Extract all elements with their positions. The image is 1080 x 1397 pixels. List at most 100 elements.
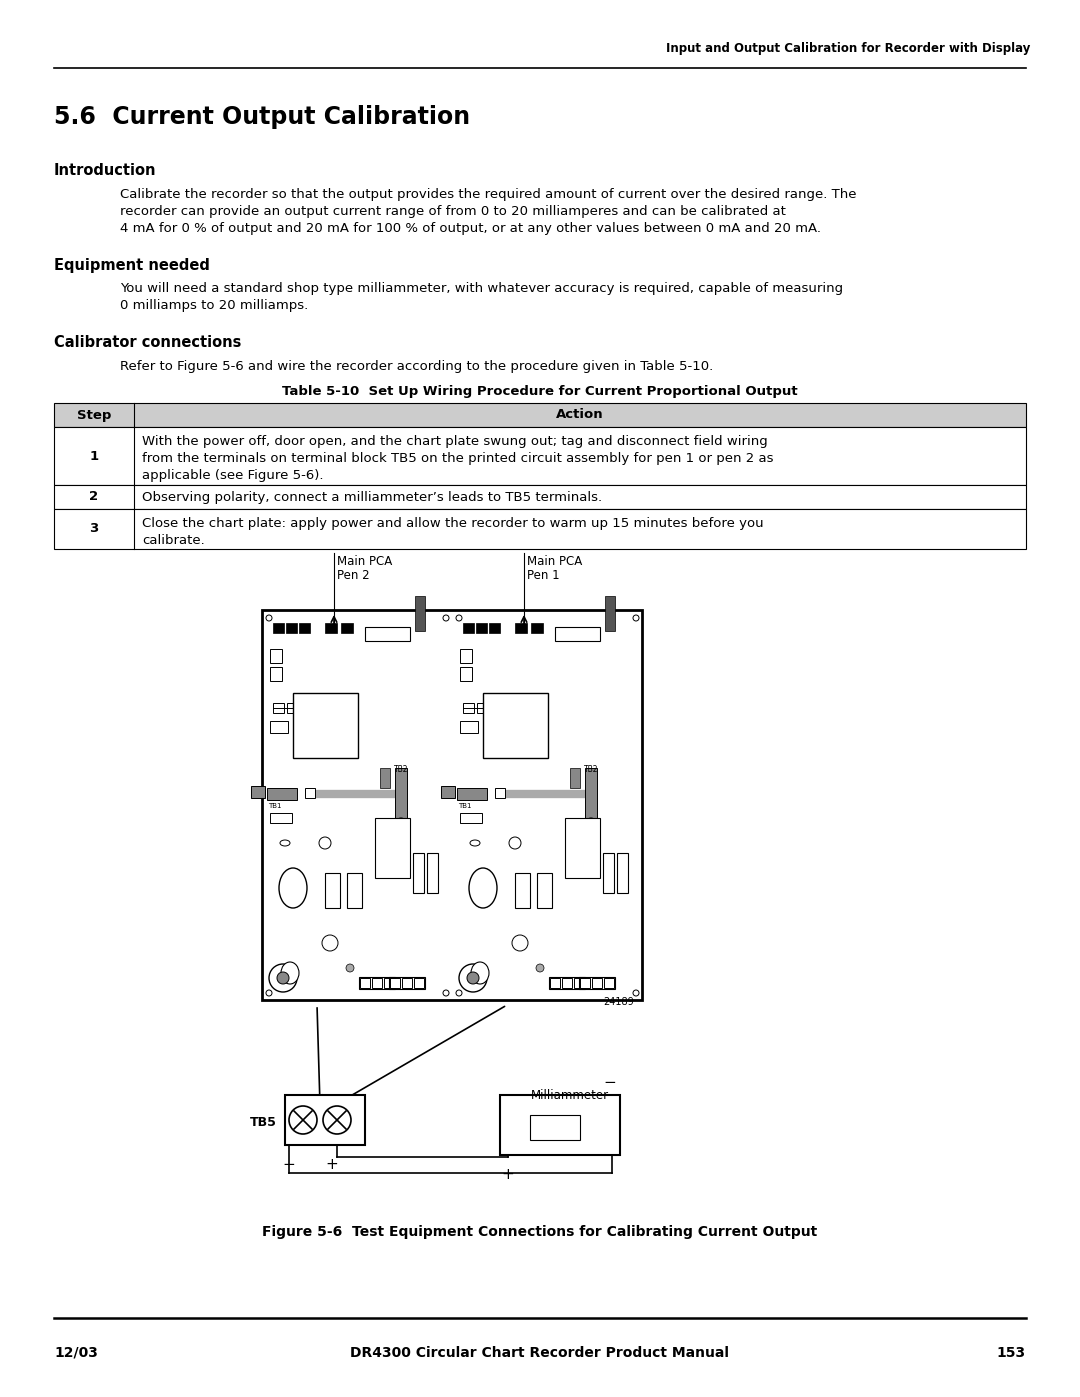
Bar bbox=[570, 768, 580, 788]
Bar bbox=[341, 623, 353, 633]
Bar bbox=[251, 787, 265, 798]
Bar bbox=[441, 787, 455, 798]
Bar bbox=[555, 627, 600, 641]
Bar bbox=[617, 854, 627, 893]
Circle shape bbox=[266, 615, 272, 622]
Text: Action: Action bbox=[556, 408, 604, 422]
Text: Equipment needed: Equipment needed bbox=[54, 258, 210, 272]
Text: Observing polarity, connect a milliammeter’s leads to TB5 terminals.: Observing polarity, connect a milliammet… bbox=[141, 490, 603, 504]
Bar bbox=[347, 873, 362, 908]
Circle shape bbox=[346, 964, 354, 972]
Bar bbox=[483, 693, 548, 759]
Ellipse shape bbox=[281, 963, 299, 983]
Text: TB1: TB1 bbox=[458, 803, 472, 809]
Bar bbox=[389, 977, 426, 989]
Bar bbox=[463, 703, 474, 712]
Bar bbox=[380, 768, 390, 788]
Text: −: − bbox=[283, 1157, 295, 1172]
Bar bbox=[384, 978, 394, 988]
Text: Close the chart plate: apply power and allow the recorder to warm up 15 minutes : Close the chart plate: apply power and a… bbox=[141, 517, 764, 529]
Ellipse shape bbox=[471, 963, 489, 983]
Bar bbox=[325, 873, 340, 908]
Bar bbox=[414, 978, 424, 988]
Bar bbox=[54, 427, 1026, 485]
Bar bbox=[476, 623, 487, 633]
Circle shape bbox=[396, 835, 406, 847]
Text: Milliammeter: Milliammeter bbox=[531, 1090, 609, 1102]
Circle shape bbox=[443, 990, 449, 996]
Text: 153: 153 bbox=[997, 1345, 1026, 1361]
Bar bbox=[273, 703, 284, 712]
Bar bbox=[604, 978, 615, 988]
Text: You will need a standard shop type milliammeter, with whatever accuracy is requi: You will need a standard shop type milli… bbox=[120, 282, 843, 295]
Text: from the terminals on terminal block TB5 on the printed circuit assembly for pen: from the terminals on terminal block TB5… bbox=[141, 453, 773, 465]
Bar bbox=[415, 597, 426, 631]
Text: Pen 1: Pen 1 bbox=[527, 569, 559, 583]
Circle shape bbox=[323, 1106, 351, 1134]
Text: 2: 2 bbox=[90, 490, 98, 503]
Bar bbox=[495, 788, 505, 798]
Text: 5.6  Current Output Calibration: 5.6 Current Output Calibration bbox=[54, 105, 470, 129]
Circle shape bbox=[322, 935, 338, 951]
Bar bbox=[301, 703, 312, 712]
Bar bbox=[402, 978, 411, 988]
Bar bbox=[273, 623, 284, 633]
Bar bbox=[372, 978, 382, 988]
Text: calibrate.: calibrate. bbox=[141, 534, 205, 548]
Text: 4 mA for 0 % of output and 20 mA for 100 % of output, or at any other values bet: 4 mA for 0 % of output and 20 mA for 100… bbox=[120, 222, 821, 235]
Circle shape bbox=[396, 819, 406, 828]
Bar bbox=[287, 703, 298, 712]
Circle shape bbox=[266, 990, 272, 996]
Text: −: − bbox=[604, 1076, 617, 1090]
Bar bbox=[500, 1095, 620, 1155]
Text: 0 milliamps to 20 milliamps.: 0 milliamps to 20 milliamps. bbox=[120, 299, 308, 312]
Bar bbox=[491, 703, 502, 712]
Bar bbox=[270, 813, 292, 823]
Bar bbox=[267, 788, 297, 800]
Bar bbox=[270, 721, 288, 733]
Circle shape bbox=[586, 835, 596, 847]
Bar bbox=[565, 819, 600, 877]
Bar bbox=[375, 819, 410, 877]
Text: 1: 1 bbox=[90, 450, 98, 462]
Bar bbox=[585, 768, 597, 828]
Bar bbox=[413, 854, 424, 893]
Bar bbox=[603, 854, 615, 893]
Bar bbox=[54, 485, 1026, 509]
Bar bbox=[477, 703, 488, 712]
Text: 24189: 24189 bbox=[604, 997, 634, 1007]
Circle shape bbox=[586, 819, 596, 828]
Ellipse shape bbox=[470, 840, 480, 847]
Bar bbox=[515, 873, 530, 908]
Text: Calibrator connections: Calibrator connections bbox=[54, 335, 241, 351]
Circle shape bbox=[396, 854, 406, 863]
Bar bbox=[395, 768, 407, 828]
Circle shape bbox=[509, 837, 521, 849]
Bar bbox=[285, 1095, 365, 1146]
Bar bbox=[605, 597, 615, 631]
Text: Step: Step bbox=[77, 408, 111, 422]
Bar bbox=[460, 666, 472, 680]
Bar bbox=[580, 978, 590, 988]
Text: recorder can provide an output current range of from 0 to 20 milliamperes and ca: recorder can provide an output current r… bbox=[120, 205, 786, 218]
Text: Figure 5-6  Test Equipment Connections for Calibrating Current Output: Figure 5-6 Test Equipment Connections fo… bbox=[262, 1225, 818, 1239]
Bar bbox=[293, 693, 357, 759]
Bar bbox=[325, 623, 337, 633]
Circle shape bbox=[633, 615, 639, 622]
Bar bbox=[489, 623, 500, 633]
Circle shape bbox=[456, 990, 462, 996]
Text: Pen 2: Pen 2 bbox=[337, 569, 369, 583]
Bar bbox=[460, 813, 482, 823]
Text: Calibrate the recorder so that the output provides the required amount of curren: Calibrate the recorder so that the outpu… bbox=[120, 189, 856, 201]
Text: Refer to Figure 5-6 and wire the recorder according to the procedure given in Ta: Refer to Figure 5-6 and wire the recorde… bbox=[120, 360, 713, 373]
Bar bbox=[573, 978, 584, 988]
Circle shape bbox=[269, 964, 297, 992]
Bar bbox=[305, 788, 315, 798]
Bar bbox=[562, 978, 572, 988]
Circle shape bbox=[633, 990, 639, 996]
Bar bbox=[359, 977, 395, 989]
Text: TB1: TB1 bbox=[268, 803, 282, 809]
Bar bbox=[299, 623, 310, 633]
Circle shape bbox=[443, 615, 449, 622]
Bar bbox=[390, 978, 400, 988]
